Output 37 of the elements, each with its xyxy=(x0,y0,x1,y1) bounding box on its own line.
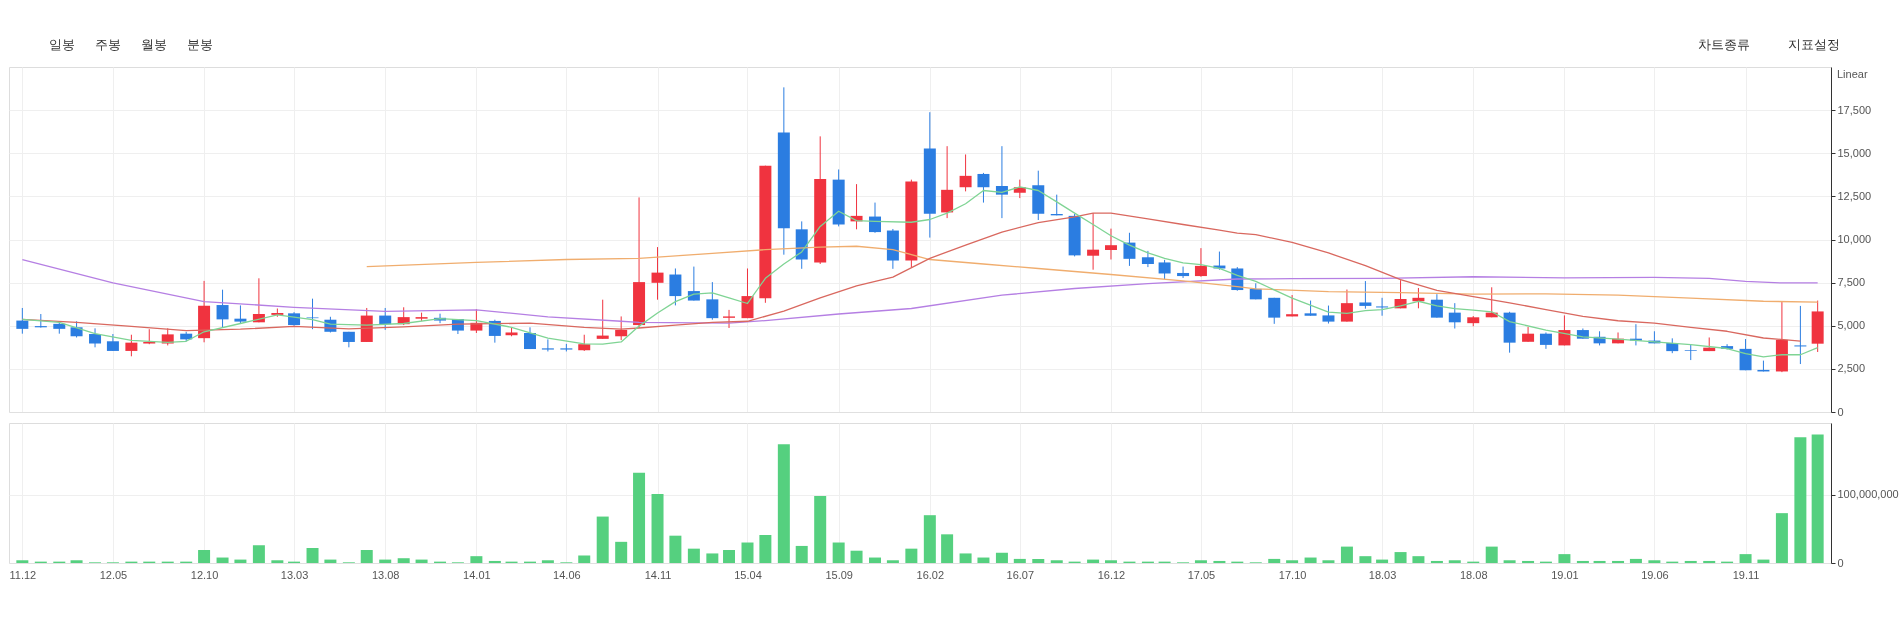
text: 일봉 xyxy=(49,37,75,52)
x-tick-label: 12.05 xyxy=(99,568,128,581)
text: 지표설정 xyxy=(1788,37,1840,52)
x-tick-label: 13.03 xyxy=(280,568,309,581)
x-tick-label: 17.10 xyxy=(1278,568,1307,581)
x-tick-label: 16.12 xyxy=(1097,568,1126,581)
y-tick-label: 0 xyxy=(1837,405,1844,418)
x-tick-label: 19.11 xyxy=(1732,568,1760,581)
x-tick-label: 19.06 xyxy=(1641,568,1669,581)
y-tick-label: 7,500 xyxy=(1837,276,1866,289)
y-tick-label: 17,500 xyxy=(1837,103,1872,116)
text: Linear xyxy=(1837,68,1868,80)
x-tick-label: 14.01 xyxy=(463,568,491,581)
text: 월봉 xyxy=(141,37,167,52)
text: 분봉 xyxy=(187,37,213,52)
y-tick-label: 12,500 xyxy=(1837,189,1872,202)
x-tick-label: 12.10 xyxy=(190,568,219,581)
y-tick-label: 0 xyxy=(1837,556,1844,569)
text: 차트종류 xyxy=(1698,37,1750,52)
x-tick-label: 14.11 xyxy=(644,568,672,581)
y-tick-label: 10,000 xyxy=(1837,233,1872,245)
x-tick-label: 15.04 xyxy=(734,568,762,581)
text: 주봉 xyxy=(95,37,121,52)
x-tick-label: 16.02 xyxy=(916,568,945,581)
x-tick-label: 19.01 xyxy=(1551,568,1579,581)
x-tick-label: 17.05 xyxy=(1187,568,1216,581)
x-tick-label: 15.09 xyxy=(825,568,853,581)
y-tick-label: 100,000,000 xyxy=(1837,488,1899,501)
x-tick-label: 18.03 xyxy=(1368,568,1397,581)
y-tick-label: 15,000 xyxy=(1837,146,1872,159)
x-tick-label: 14.06 xyxy=(553,568,581,581)
x-tick-label: 13.08 xyxy=(371,568,400,581)
y-tick-label: 2,500 xyxy=(1837,362,1866,375)
x-tick-label: 18.08 xyxy=(1459,568,1488,581)
x-tick-label: 16.07 xyxy=(1006,568,1035,581)
y-tick-label: 5,000 xyxy=(1837,319,1866,332)
x-tick-label: 11.12 xyxy=(9,568,37,581)
